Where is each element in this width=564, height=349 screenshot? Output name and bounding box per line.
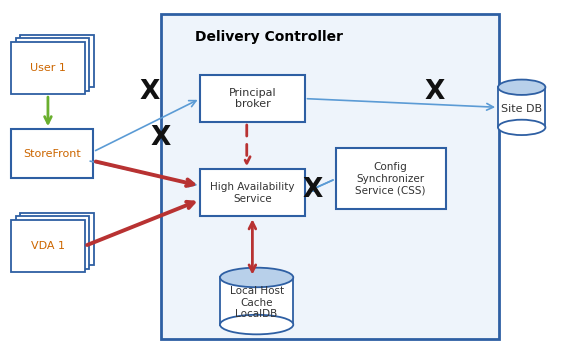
- FancyBboxPatch shape: [16, 38, 89, 91]
- FancyBboxPatch shape: [11, 220, 85, 272]
- Text: Principal
broker: Principal broker: [228, 88, 276, 109]
- FancyBboxPatch shape: [161, 14, 499, 339]
- FancyBboxPatch shape: [20, 35, 94, 87]
- Text: Local Host
Cache
LocalDB: Local Host Cache LocalDB: [230, 286, 284, 319]
- FancyBboxPatch shape: [200, 75, 305, 122]
- Ellipse shape: [498, 120, 545, 135]
- FancyBboxPatch shape: [200, 169, 305, 216]
- Text: StoreFront: StoreFront: [23, 149, 81, 158]
- Text: X: X: [424, 80, 444, 105]
- FancyBboxPatch shape: [11, 129, 93, 178]
- Text: X: X: [303, 177, 323, 203]
- Text: Config
Synchronizer
Service (CSS): Config Synchronizer Service (CSS): [355, 162, 426, 195]
- Text: X: X: [151, 125, 171, 151]
- Text: VDA 1: VDA 1: [31, 241, 65, 251]
- Text: Site DB: Site DB: [501, 104, 542, 114]
- Text: X: X: [139, 80, 160, 105]
- Polygon shape: [220, 277, 293, 325]
- FancyBboxPatch shape: [16, 216, 89, 269]
- FancyBboxPatch shape: [336, 148, 446, 209]
- Ellipse shape: [220, 315, 293, 334]
- Text: User 1: User 1: [30, 63, 66, 73]
- Ellipse shape: [220, 268, 293, 287]
- FancyBboxPatch shape: [20, 213, 94, 265]
- Text: High Availability
Service: High Availability Service: [210, 182, 294, 203]
- FancyBboxPatch shape: [11, 42, 85, 94]
- Text: Delivery Controller: Delivery Controller: [195, 30, 343, 44]
- Ellipse shape: [498, 80, 545, 95]
- Polygon shape: [498, 87, 545, 127]
